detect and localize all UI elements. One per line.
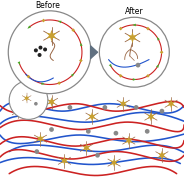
Polygon shape <box>57 81 61 85</box>
Polygon shape <box>158 151 166 160</box>
Polygon shape <box>133 78 136 81</box>
Polygon shape <box>24 95 30 102</box>
Polygon shape <box>109 64 112 68</box>
Circle shape <box>96 154 99 157</box>
Polygon shape <box>125 136 133 145</box>
Polygon shape <box>14 107 22 116</box>
Circle shape <box>135 106 138 109</box>
Polygon shape <box>146 27 150 30</box>
Polygon shape <box>147 112 155 121</box>
Circle shape <box>39 46 42 49</box>
Polygon shape <box>60 156 68 165</box>
Polygon shape <box>71 28 75 32</box>
Circle shape <box>50 128 53 131</box>
Circle shape <box>44 48 46 51</box>
Polygon shape <box>132 24 136 26</box>
Circle shape <box>68 106 72 109</box>
Circle shape <box>35 103 37 105</box>
Polygon shape <box>79 59 83 62</box>
Circle shape <box>87 130 90 133</box>
Polygon shape <box>47 97 56 107</box>
Text: Before: Before <box>35 1 60 10</box>
Polygon shape <box>58 21 61 23</box>
Circle shape <box>38 54 41 56</box>
Polygon shape <box>157 37 160 41</box>
Circle shape <box>35 150 38 153</box>
Text: After: After <box>125 7 144 16</box>
Circle shape <box>35 49 37 52</box>
Polygon shape <box>36 134 45 143</box>
Polygon shape <box>119 99 127 108</box>
Circle shape <box>9 81 48 119</box>
Polygon shape <box>71 73 74 77</box>
Polygon shape <box>167 99 175 108</box>
Polygon shape <box>88 112 96 121</box>
Circle shape <box>114 132 118 135</box>
Circle shape <box>8 11 91 94</box>
Circle shape <box>99 17 169 87</box>
Polygon shape <box>119 74 123 78</box>
Polygon shape <box>27 26 31 29</box>
Polygon shape <box>119 27 123 30</box>
Circle shape <box>31 106 35 109</box>
Circle shape <box>160 109 164 113</box>
FancyArrowPatch shape <box>91 46 98 58</box>
Polygon shape <box>128 32 137 43</box>
Polygon shape <box>160 50 163 54</box>
Circle shape <box>103 106 107 109</box>
Polygon shape <box>46 30 57 42</box>
Polygon shape <box>156 64 159 68</box>
Polygon shape <box>80 42 83 46</box>
Polygon shape <box>41 82 45 85</box>
Circle shape <box>136 63 140 67</box>
Polygon shape <box>82 143 91 152</box>
Polygon shape <box>146 74 150 78</box>
Polygon shape <box>42 19 45 22</box>
Polygon shape <box>110 158 118 167</box>
Circle shape <box>146 130 149 133</box>
Polygon shape <box>18 61 20 65</box>
Polygon shape <box>27 75 30 78</box>
